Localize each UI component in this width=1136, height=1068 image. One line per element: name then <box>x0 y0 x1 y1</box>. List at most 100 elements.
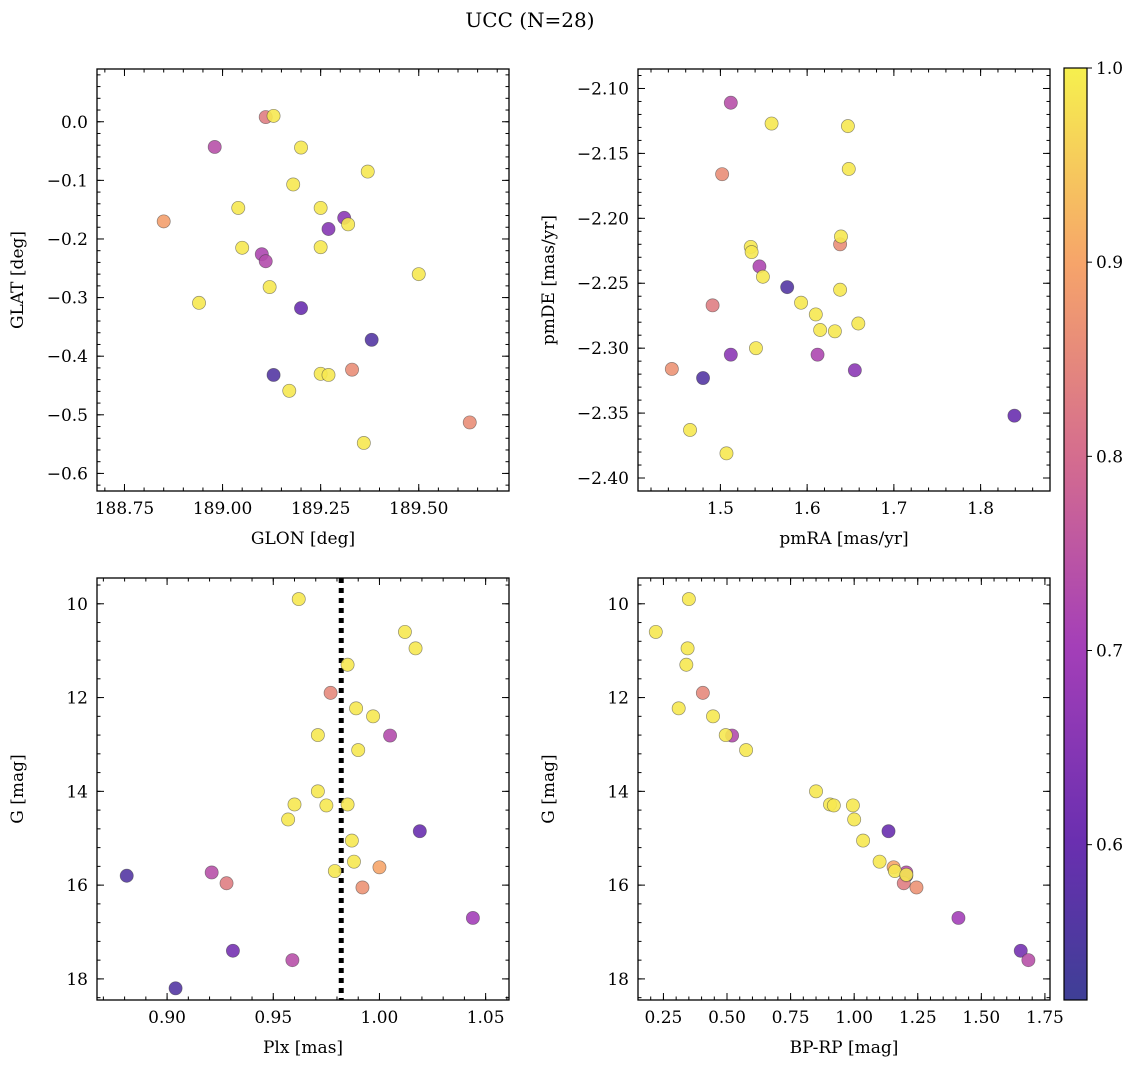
data-point <box>827 324 842 339</box>
data-point <box>383 728 398 743</box>
x-tick-label: 1.6 <box>794 499 821 519</box>
y-tick-label: 14 <box>66 782 88 802</box>
plot-frame <box>637 577 1051 1001</box>
y-tick-label: 0.0 <box>61 113 88 133</box>
y-tick-label: −2.25 <box>577 274 629 294</box>
data-point <box>340 797 355 812</box>
data-point <box>266 108 281 123</box>
y-tick-label: −2.30 <box>577 339 629 359</box>
data-point <box>321 222 336 236</box>
y-tick-label: 10 <box>66 595 88 615</box>
data-point <box>715 167 730 182</box>
data-point <box>310 784 325 799</box>
x-tick-label: 1.05 <box>467 1008 505 1028</box>
x-tick-label: 0.25 <box>645 1008 683 1028</box>
data-point <box>719 446 734 461</box>
x-tick-label: 0.50 <box>708 1008 746 1028</box>
data-point <box>323 685 338 700</box>
y-tick-label: −0.4 <box>47 347 88 367</box>
x-tick-label: 1.5 <box>707 499 734 519</box>
data-point <box>648 624 663 639</box>
data-point <box>204 865 219 880</box>
y-tick-label: 12 <box>66 689 88 709</box>
y-tick-label: −2.15 <box>577 144 629 164</box>
data-point <box>951 910 966 925</box>
data-point <box>231 200 246 215</box>
data-point <box>262 280 277 294</box>
data-point <box>808 307 823 322</box>
data-point <box>718 728 733 743</box>
x-axis-label: GLON [deg] <box>251 529 355 549</box>
y-axis-label: G [mag] <box>539 754 559 823</box>
data-point <box>909 880 924 895</box>
data-point <box>794 295 809 310</box>
panel-pmra-pmde: 1.5 1.6 1.7 1.8 −2.10 −2.15 −2.20 −2.25 −2.30 −2.… <box>539 68 1051 549</box>
data-point <box>347 854 361 869</box>
colorbar-tick-label: 0.6 <box>1096 836 1123 856</box>
data-point <box>408 641 423 656</box>
data-point <box>680 641 695 656</box>
y-tick-label: −2.40 <box>577 469 629 489</box>
data-point <box>755 269 770 284</box>
panel-glon-glat: 188.75 189.00 189.25 189.50 0.0 −0.1 −0.2 −0.3 −… <box>8 68 510 549</box>
data-point <box>327 864 342 879</box>
data-point <box>723 347 738 362</box>
data-point <box>156 214 171 229</box>
colorbar-frame <box>1063 67 1088 1001</box>
data-point <box>411 267 426 282</box>
data-point <box>397 624 412 639</box>
y-tick-label: −0.5 <box>47 406 88 426</box>
data-point <box>294 140 308 155</box>
data-point <box>744 245 759 260</box>
data-point <box>833 282 848 297</box>
colorbar-tick-label: 0.7 <box>1096 642 1123 662</box>
data-point <box>364 332 379 347</box>
y-tick-label: 14 <box>607 782 629 802</box>
x-tick-label: 189.25 <box>291 499 350 519</box>
data-point <box>345 362 359 377</box>
data-point <box>235 240 250 255</box>
data-point <box>881 824 896 839</box>
x-tick-label: 1.50 <box>962 1008 1000 1028</box>
x-axis-label: Plx [mas] <box>263 1038 343 1058</box>
data-point <box>1013 943 1028 958</box>
x-tick-label: 0.90 <box>148 1008 186 1028</box>
x-tick-label: 0.95 <box>254 1008 292 1028</box>
y-tick-label: −0.2 <box>47 230 88 250</box>
x-tick-label: 188.75 <box>95 499 154 519</box>
y-tick-label: 12 <box>607 689 629 709</box>
data-point <box>851 316 866 331</box>
data-point <box>319 798 334 813</box>
data-point <box>321 368 336 382</box>
data-point <box>258 254 273 269</box>
x-tick-label: 1.8 <box>967 499 994 519</box>
colorbar-tick-label: 0.8 <box>1096 447 1123 467</box>
data-point <box>351 743 366 758</box>
data-point <box>764 116 779 131</box>
data-point <box>465 910 480 925</box>
data-point <box>872 854 887 869</box>
y-tick-label: 18 <box>66 970 88 990</box>
data-point <box>749 341 763 356</box>
data-point <box>681 592 696 607</box>
x-tick-label: 1.25 <box>899 1008 937 1028</box>
plot-frame <box>96 577 510 1001</box>
data-point <box>1007 408 1022 423</box>
y-tick-label: 18 <box>607 970 629 990</box>
data-point <box>168 981 183 996</box>
data-point <box>282 383 297 398</box>
data-point <box>360 164 375 179</box>
data-point <box>683 423 697 437</box>
panel-bprp-g: 0.25 0.50 0.75 1.00 1.25 1.50 1.75 10 12 14 16 18 BP… <box>539 577 1064 1058</box>
y-tick-label: −0.6 <box>47 464 88 484</box>
data-point <box>340 657 355 672</box>
y-tick-label: −0.3 <box>47 289 88 309</box>
data-point <box>834 229 848 244</box>
data-point <box>313 240 328 255</box>
data-point <box>462 415 477 430</box>
data-point <box>899 867 914 882</box>
data-point <box>739 743 754 758</box>
data-point <box>1021 953 1036 968</box>
data-point <box>281 812 296 827</box>
